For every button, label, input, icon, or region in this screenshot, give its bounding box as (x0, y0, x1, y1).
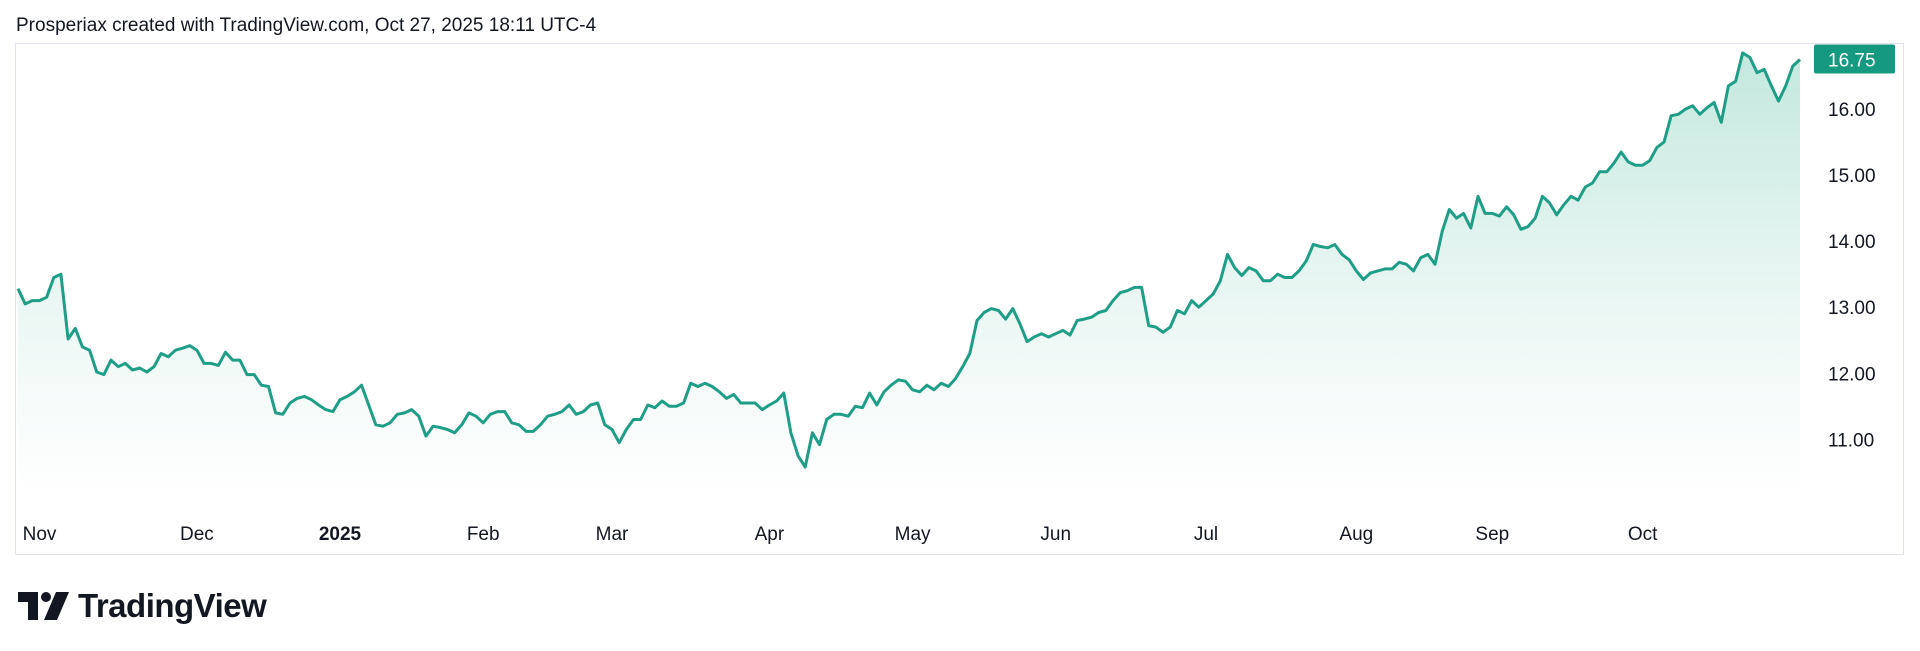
x-tick-label: Nov (23, 524, 57, 545)
x-tick-label: Mar (596, 524, 629, 545)
last-price-label: 16.75 (1828, 51, 1876, 72)
x-tick-label: May (895, 524, 931, 545)
x-tick-label: 2025 (319, 524, 362, 545)
y-tick-label: 15.00 (1828, 166, 1876, 187)
x-tick-label: Aug (1339, 524, 1373, 545)
last-price-badge (1814, 44, 1895, 74)
y-axis: 11.00 12.00 13.00 14.00 15.00 16.00 (1828, 100, 1876, 451)
chart-frame (15, 43, 1904, 555)
x-tick-label: Feb (467, 524, 500, 545)
x-tick-label: Sep (1475, 524, 1509, 545)
y-tick-label: 11.00 (1828, 430, 1874, 451)
y-tick-label: 13.00 (1828, 298, 1876, 319)
chart-header-caption: Prosperiax created with TradingView.com,… (16, 15, 597, 36)
y-tick-label: 12.00 (1828, 364, 1876, 385)
x-tick-label: Dec (180, 524, 214, 545)
x-axis: Nov Dec 2025 Feb Mar Apr May Jun Jul Aug Sep Oct (23, 524, 1658, 545)
x-tick-label: Apr (755, 524, 785, 545)
x-tick-label: Oct (1628, 524, 1658, 545)
y-tick-label: 16.00 (1828, 100, 1876, 121)
tradingview-logo[interactable]: TradingView (18, 586, 267, 626)
price-series-line (16, 51, 1802, 469)
y-tick-label: 14.00 (1828, 232, 1876, 253)
last-price-tag: 16.75 (1814, 44, 1895, 74)
x-tick-label: Jul (1194, 524, 1218, 545)
price-area-fill (18, 52, 1800, 498)
logo-wordmark: TradingView (78, 587, 267, 624)
tradingview-logo-icon (18, 592, 69, 620)
x-tick-label: Jun (1040, 524, 1071, 545)
